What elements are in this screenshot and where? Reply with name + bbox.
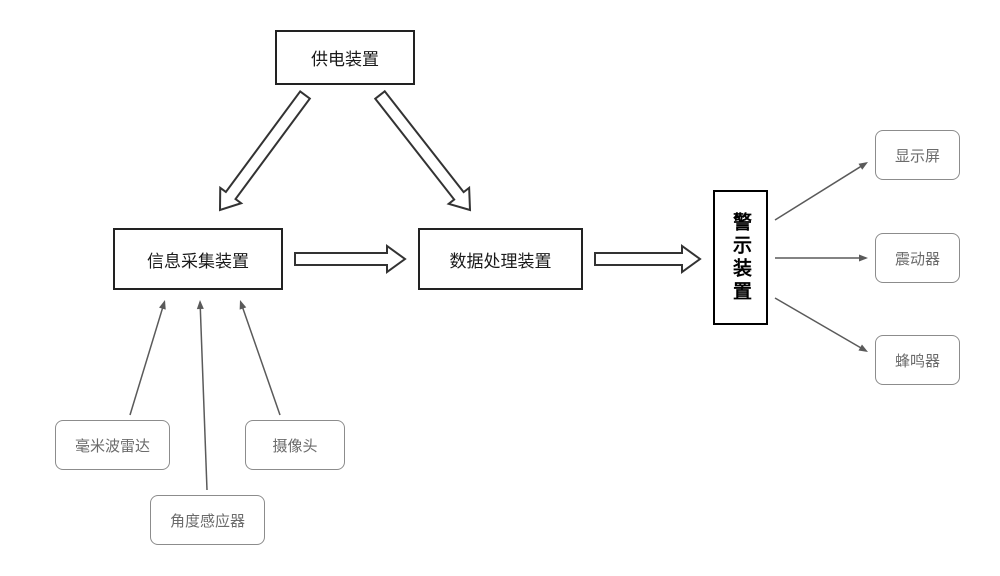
node-power: 供电装置	[275, 30, 415, 85]
node-display-label: 显示屏	[895, 145, 940, 166]
node-vibrator: 震动器	[875, 233, 960, 283]
node-buzzer-label: 蜂鸣器	[895, 350, 940, 371]
node-buzzer: 蜂鸣器	[875, 335, 960, 385]
node-vibrator-label: 震动器	[895, 248, 940, 269]
node-radar: 毫米波雷达	[55, 420, 170, 470]
node-display: 显示屏	[875, 130, 960, 180]
node-angle: 角度感应器	[150, 495, 265, 545]
node-process: 数据处理装置	[418, 228, 583, 290]
node-info-label: 信息采集装置	[147, 247, 249, 272]
node-angle-label: 角度感应器	[170, 510, 245, 531]
node-process-label: 数据处理装置	[450, 247, 552, 272]
node-alert-label: 警示装置	[727, 212, 754, 304]
node-camera-label: 摄像头	[272, 435, 317, 456]
node-alert: 警示装置	[713, 190, 768, 325]
node-info: 信息采集装置	[113, 228, 283, 290]
node-camera: 摄像头	[245, 420, 345, 470]
node-radar-label: 毫米波雷达	[75, 435, 150, 456]
node-power-label: 供电装置	[311, 45, 379, 70]
